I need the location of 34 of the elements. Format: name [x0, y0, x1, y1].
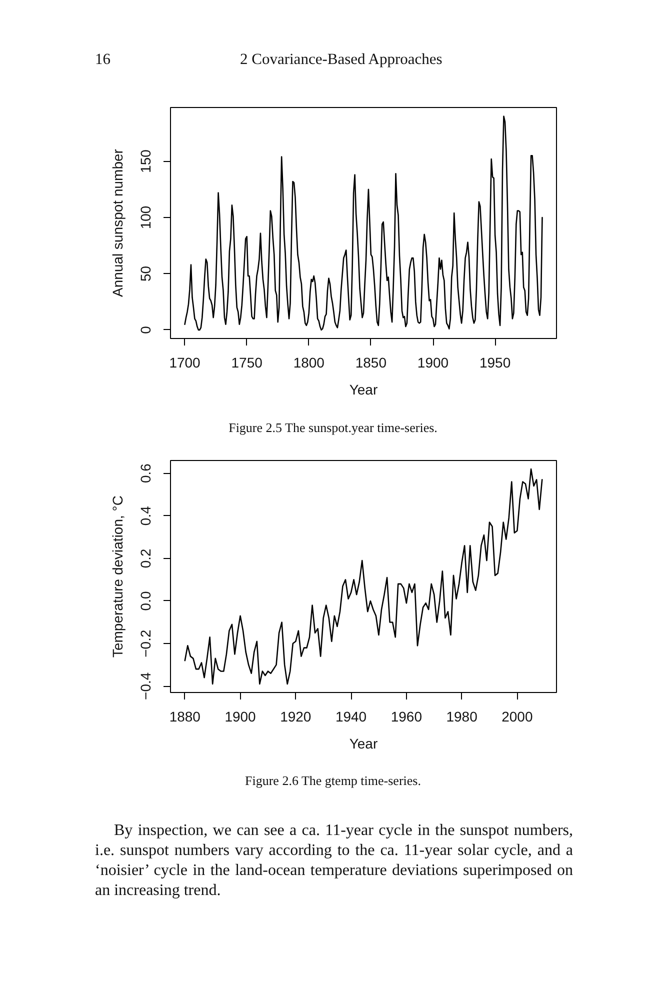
y-tick-label: 100	[138, 206, 154, 230]
y-tick-label: 0.0	[138, 591, 154, 611]
y-tick-label: 50	[138, 266, 154, 282]
x-axis-title: Year	[349, 382, 378, 398]
x-tick-label: 1920	[280, 708, 312, 724]
x-tick-label: 1850	[355, 354, 387, 370]
x-tick-label: 1900	[417, 354, 449, 370]
y-tick-label: −0.2	[138, 630, 154, 658]
text: 2 Covariance-Based Approaches	[240, 51, 442, 68]
y-tick-label: 0.6	[138, 463, 154, 483]
y-tick-label: −0.4	[138, 672, 154, 700]
text: By inspection, we can see a ca. 11-year cycle in the sunspot numbers, i.e. sunspot numbers vary according to the ca. 11-year solar cycle, and a ‘noisier’ cycle in the land-ocean temperature deviations superimposed on an increasing trend.	[95, 821, 573, 901]
y-axis-title: Temperature deviation, °C	[110, 495, 126, 658]
x-tick-label: 1880	[169, 708, 201, 724]
y-tick-label: 150	[138, 149, 154, 173]
x-tick-label: 1800	[293, 354, 325, 370]
x-tick-label: 1940	[335, 708, 367, 724]
x-tick-label: 1900	[224, 708, 256, 724]
y-axis-title: Annual sunspot number	[110, 148, 126, 297]
x-tick-label: 1960	[390, 708, 422, 724]
text: 16	[95, 51, 110, 68]
x-tick-label: 1750	[231, 354, 263, 370]
x-tick-label: 1980	[446, 708, 478, 724]
x-tick-label: 1950	[479, 354, 511, 370]
caption: Figure 2.6 The gtemp time-series.	[244, 772, 422, 789]
y-tick-label: 0.2	[138, 548, 154, 568]
x-axis-title: Year	[349, 736, 378, 752]
y-tick-label: 0.4	[138, 506, 154, 526]
line-series	[184, 468, 543, 685]
line-series	[184, 116, 543, 331]
x-tick-label: 1700	[169, 354, 201, 370]
y-tick-label: 0	[138, 326, 154, 334]
caption: Figure 2.5 The sunspot.year time-series.	[228, 419, 438, 436]
x-tick-label: 2000	[502, 708, 533, 724]
